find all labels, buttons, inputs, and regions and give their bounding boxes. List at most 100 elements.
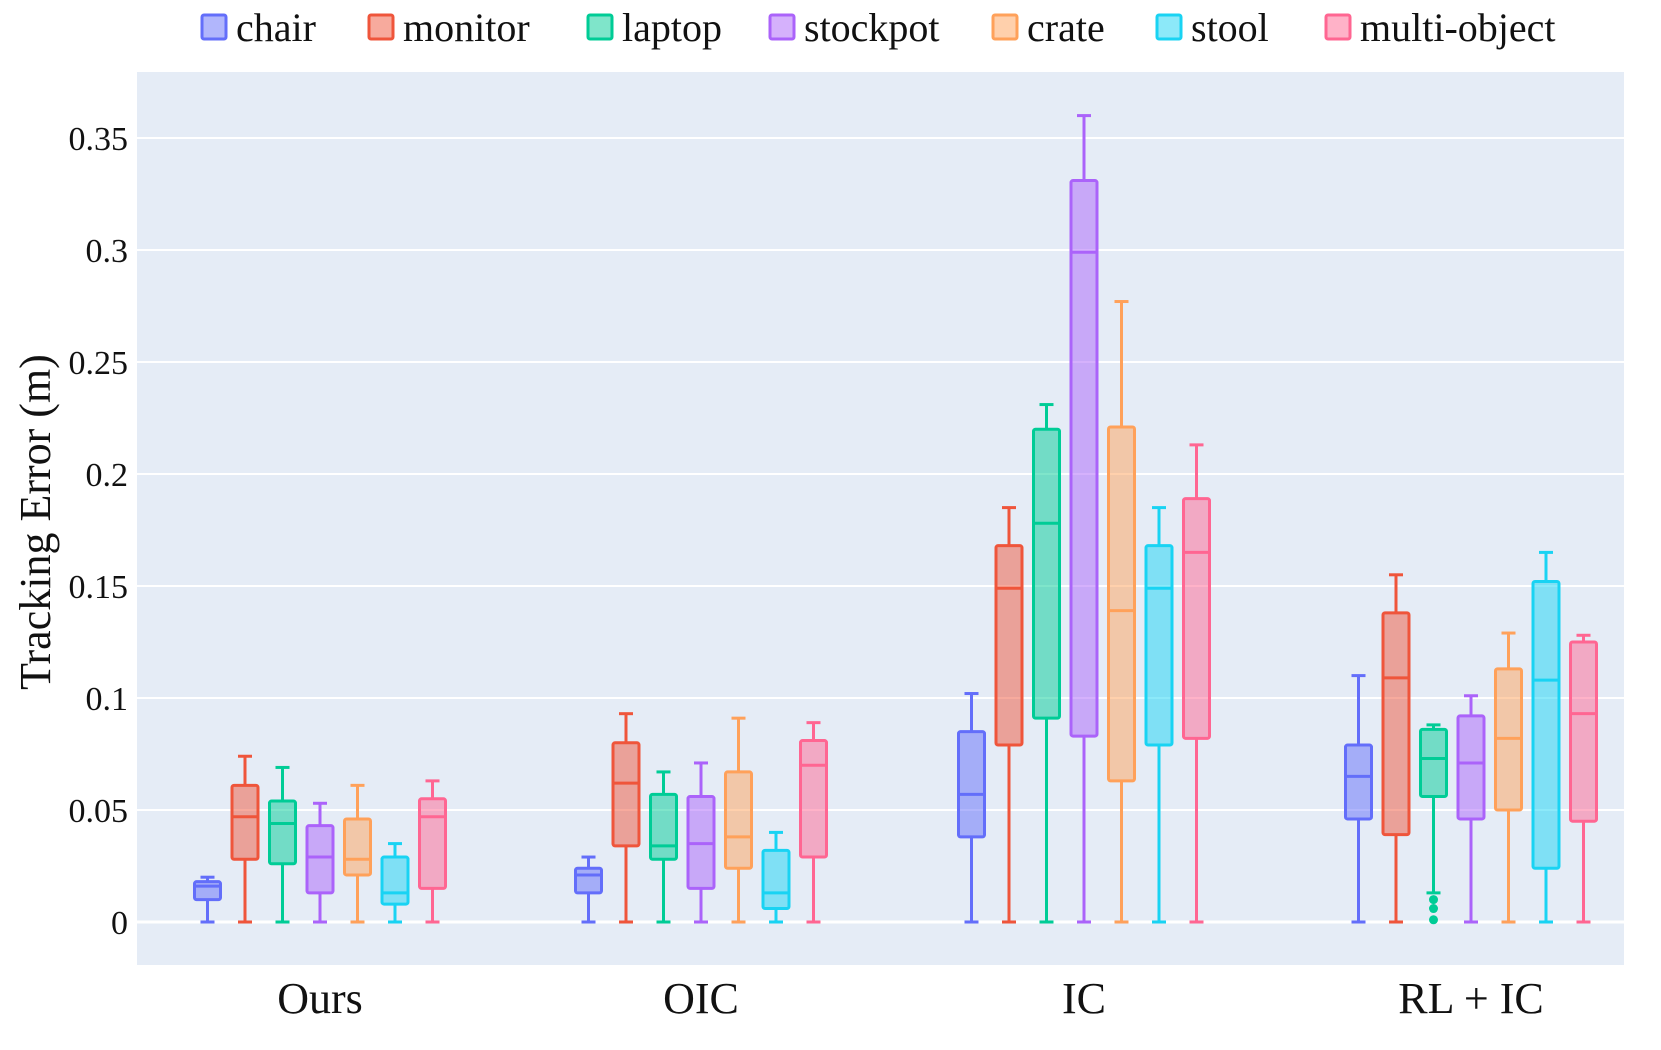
series-monitor [230,506,1411,924]
box-multi-object-2 [1182,443,1211,924]
x-category-label: IC [1062,974,1106,1023]
iqr-box [574,866,603,895]
y-axis-ticks: 0 0.05 0.1 0.15 0.2 0.25 0.3 0.35 [69,121,129,942]
iqr-box [1569,640,1598,823]
legend-item-laptop: laptop [586,5,722,50]
box-laptop-0 [268,765,297,924]
box-monitor-1 [611,712,641,924]
iqr-box [649,792,678,861]
plot-background [137,72,1624,965]
gridlines [137,137,1624,924]
y-tick-label: 0.25 [69,345,129,382]
legend-item-multi-object: multi-object [1324,5,1556,50]
legend-label: laptop [622,5,722,50]
legend-swatch [991,13,1019,41]
iqr-box [1182,497,1211,740]
y-tick-label: 0.1 [86,681,129,718]
legend-label: chair [236,5,316,50]
iqr-box [193,880,222,902]
box-monitor-0 [230,754,260,924]
box-stool-1 [761,830,791,924]
outlier-point [1429,904,1438,914]
iqr-box [1531,580,1561,870]
y-tick-label: 0 [111,905,128,942]
iqr-box [268,799,297,866]
box-crate-1 [724,716,753,924]
box-crate-0 [343,783,372,924]
iqr-box [380,855,410,906]
iqr-box [418,797,447,890]
box-stool-0 [380,842,410,924]
iqr-box [230,783,260,861]
legend-label: multi-object [1360,5,1556,50]
legend-item-stool: stool [1155,5,1269,50]
box-stool-2 [1144,506,1174,924]
box-chair-2 [957,692,986,924]
legend-item-chair: chair [200,5,316,50]
box-stockpot-0 [305,801,335,924]
box-multi-object-0 [418,779,447,924]
outlier-point [1429,915,1438,925]
series-stool [380,506,1561,924]
iqr-box [724,770,753,870]
box-laptop-3 [1419,723,1448,925]
legend-label: crate [1027,5,1105,50]
box-stockpot-2 [1069,114,1099,924]
series-stockpot [305,114,1486,924]
legend-item-crate: crate [991,5,1105,50]
legend-swatch [768,13,796,41]
iqr-box [1419,727,1448,799]
legend-swatch [367,13,395,41]
y-tick-label: 0.3 [86,233,129,270]
box-stool-3 [1531,550,1561,924]
x-category-label: OIC [663,974,739,1023]
iqr-box [305,824,335,895]
legend-label: monitor [403,5,530,50]
legend-swatch [200,13,228,41]
iqr-box [761,848,791,911]
series-crate [343,300,1523,924]
box-chair-0 [193,875,222,924]
series-laptop [268,403,1448,925]
box-crate-2 [1107,300,1136,924]
iqr-box [1381,611,1411,837]
legend-item-stockpot: stockpot [768,5,940,50]
box-stockpot-3 [1456,694,1486,924]
box-stockpot-1 [686,761,716,924]
box-laptop-1 [649,770,678,924]
iqr-box [994,544,1024,747]
iqr-box [1069,179,1099,738]
series-multi-object [418,443,1598,924]
iqr-box [1032,427,1061,720]
iqr-box [1107,425,1136,783]
iqr-box [1144,544,1174,747]
series-chair [193,674,1373,924]
x-axis-categories: Ours OIC IC RL + IC [277,974,1543,1023]
legend-item-monitor: monitor [367,5,530,50]
box-multi-object-1 [799,721,828,924]
iqr-box [343,817,372,877]
box-series-group [193,114,1598,925]
legend-swatch [586,13,614,41]
iqr-box [957,730,986,839]
iqr-box [799,739,828,859]
box-monitor-3 [1381,573,1411,924]
iqr-box [611,741,641,848]
x-category-label: RL + IC [1398,974,1543,1023]
box-chair-3 [1344,674,1373,924]
legend-swatch [1155,13,1183,41]
box-chair-1 [574,855,603,924]
y-axis-label: Tracking Error (m) [11,354,60,690]
y-tick-label: 0.05 [69,793,129,830]
box-monitor-2 [994,506,1024,924]
outlier-point [1429,895,1438,905]
box-laptop-2 [1032,403,1061,924]
box-multi-object-3 [1569,633,1598,924]
x-category-label: Ours [277,974,363,1023]
box-crate-3 [1494,631,1523,924]
y-tick-label: 0.35 [69,121,129,158]
y-tick-label: 0.2 [86,457,129,494]
legend-label: stool [1191,5,1269,50]
y-tick-label: 0.15 [69,569,129,606]
